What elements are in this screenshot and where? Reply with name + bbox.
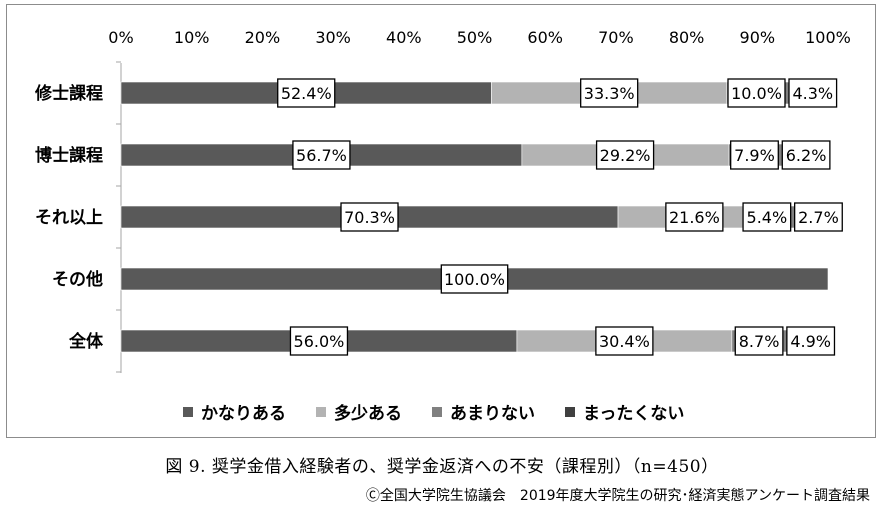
legend-item: まったくない <box>565 399 684 424</box>
data-label-box <box>665 202 724 232</box>
x-tick-label: 20% <box>245 28 281 47</box>
data-label-box <box>292 140 351 170</box>
data-label: 4.3% <box>792 84 833 103</box>
data-label-box <box>580 78 639 108</box>
data-label: 52.4% <box>281 84 332 103</box>
data-label-box <box>730 140 779 170</box>
legend-item: あまりない <box>432 399 535 424</box>
x-tick-label: 80% <box>669 28 705 47</box>
data-label-box <box>742 202 792 232</box>
category-label: それ以上 <box>35 208 103 228</box>
x-tick-label: 40% <box>386 28 422 47</box>
data-label-box <box>289 326 349 356</box>
data-label-box <box>734 326 784 356</box>
data-label: 56.7% <box>296 146 347 165</box>
data-label: 10.0% <box>731 84 782 103</box>
x-tick-label: 10% <box>174 28 210 47</box>
data-label-box <box>595 140 655 170</box>
category-label: 全体 <box>68 331 104 352</box>
category-label: その他 <box>52 269 103 290</box>
data-label-box <box>788 78 838 108</box>
category-label: 博士課程 <box>35 145 103 166</box>
legend-swatch <box>183 406 193 417</box>
legend-label: 多少ある <box>334 404 402 424</box>
legend-item: 多少ある <box>316 399 402 424</box>
x-tick-label: 100% <box>805 28 851 47</box>
stacked-bar-chart: 0% 10% 20% 30% 40% 50% 60% 70% 80% 90% 100% 修士課程 52.… <box>34 28 851 373</box>
data-label-box <box>340 202 399 232</box>
legend-swatch <box>565 406 575 417</box>
data-label: 21.6% <box>669 208 720 227</box>
x-tick-label: 30% <box>315 28 351 47</box>
data-label-box <box>781 140 831 170</box>
data-label: 6.2% <box>786 146 827 165</box>
data-label: 56.0% <box>294 332 345 351</box>
source-note: Ⓒ全国大学院生協議会 2019年度大学院生の研究･経済実態アンケート調査結果 <box>365 488 870 504</box>
data-label-box <box>277 78 336 108</box>
legend-label: まったくない <box>583 404 685 424</box>
data-label-box <box>440 264 509 294</box>
category-label: 修士課程 <box>34 83 103 104</box>
chart-frame: 0% 10% 20% 30% 40% 50% 60% 70% 80% 90% 100% 修士課程 52.… <box>6 4 876 438</box>
legend-item: かなりある <box>183 399 286 424</box>
data-label: 29.2% <box>600 146 651 165</box>
x-tick-label: 50% <box>457 28 493 47</box>
data-label: 4.9% <box>790 332 831 351</box>
legend: かなりある 多少ある あまりない まったくない <box>183 399 684 424</box>
legend-swatch <box>316 406 326 417</box>
legend-label: あまりない <box>450 404 535 424</box>
data-label: 5.4% <box>747 208 788 227</box>
data-label-box <box>727 78 786 108</box>
x-tick-label: 70% <box>598 28 634 47</box>
data-label-box <box>786 326 836 356</box>
data-label: 100.0% <box>444 270 505 289</box>
data-label-box <box>794 202 843 232</box>
data-label: 8.7% <box>739 332 780 351</box>
x-tick-label: 0% <box>108 28 133 47</box>
data-label: 30.4% <box>599 332 650 351</box>
legend-swatch <box>432 406 442 417</box>
data-label: 70.3% <box>344 208 395 227</box>
data-label: 7.9% <box>734 146 775 165</box>
data-label-box <box>595 326 654 356</box>
legend-label: かなりある <box>201 404 286 424</box>
data-label: 2.7% <box>798 208 839 227</box>
data-label: 33.3% <box>584 84 635 103</box>
figure-caption: 図 9. 奨学金借入経験者の、奨学金返済への不安（課程別）（n=450） <box>165 457 719 477</box>
x-tick-label: 60% <box>527 28 563 47</box>
x-tick-label: 90% <box>740 28 776 47</box>
